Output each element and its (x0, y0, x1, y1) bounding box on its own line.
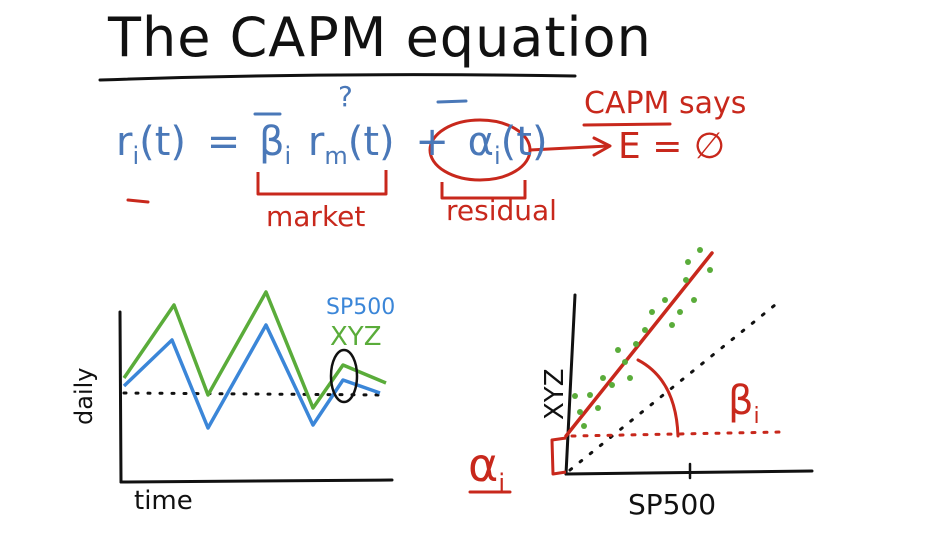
left-dotted-baseline (122, 391, 387, 397)
rm-argument: (t) (347, 119, 395, 165)
legend-sp500: SP500 (326, 295, 396, 320)
beta-subscript: i (284, 142, 292, 170)
right-y-axis (564, 293, 577, 476)
residual-bracket (440, 180, 527, 200)
legend-xyz: XYZ (330, 322, 382, 352)
scatter-point (683, 277, 689, 283)
beta-symbol: β (258, 119, 285, 165)
beta-i-label: βi (728, 378, 760, 429)
equation-row: ri(t) = βi rm(t) + αi(t) (116, 118, 548, 180)
beta-i-subscript: i (753, 404, 760, 429)
regression-line (564, 251, 714, 438)
xyz-series-line (122, 290, 387, 410)
beta-angle-arc (636, 358, 680, 438)
alpha-intercept-bracket (550, 436, 567, 476)
ri-symbol: r (116, 119, 133, 165)
expectation-zero-label: E = ∅ (618, 126, 726, 167)
scatter-point (572, 393, 578, 399)
ri-red-underline (126, 198, 150, 204)
alpha-subscript: i (493, 142, 501, 170)
sp500-series-line (122, 323, 381, 430)
scatter-point (677, 309, 683, 315)
alpha-i-subscript: i (498, 469, 505, 498)
title-underline (98, 73, 577, 82)
scatter-point (662, 297, 668, 303)
scatter-points (572, 247, 713, 429)
scatter-point (609, 382, 615, 388)
left-chart (118, 290, 394, 484)
right-dotted-diagonal (568, 303, 777, 472)
equals-sign: = (206, 119, 241, 165)
scatter-point (697, 247, 703, 253)
market-label: market (266, 200, 366, 233)
right-x-axis-label: SP500 (628, 488, 717, 521)
scatter-point (595, 405, 601, 411)
alpha-argument: (t) (500, 119, 548, 165)
left-x-axis-label: time (134, 486, 193, 516)
scatter-point (642, 327, 648, 333)
scatter-point (577, 409, 583, 415)
scatter-point (600, 375, 606, 381)
left-highlight-circle (329, 348, 359, 404)
capm-arrow (528, 144, 610, 152)
alpha-symbol: α (467, 119, 494, 165)
scatter-point (707, 267, 713, 273)
right-chart (550, 247, 814, 480)
ri-argument: (t) (139, 119, 187, 165)
market-bracket (256, 170, 388, 196)
right-red-dotted-horizontal (570, 430, 784, 438)
capm-underline (582, 122, 672, 127)
question-mark: ? (338, 80, 353, 113)
alpha-bar (436, 99, 468, 104)
left-y-axis-label: daily (70, 367, 98, 425)
rm-subscript: m (324, 142, 348, 170)
capm-arrow-head (592, 136, 612, 157)
page-title: The CAPM equation (108, 6, 652, 69)
scatter-point (669, 322, 675, 328)
scatter-point (685, 259, 691, 265)
scatter-point (649, 309, 655, 315)
ri-subscript: i (132, 142, 140, 170)
left-y-axis (118, 310, 123, 484)
right-y-axis-label: XYZ (540, 368, 570, 420)
scatter-point (587, 392, 593, 398)
capm-says-label: CAPM says (584, 86, 747, 121)
scatter-point (615, 347, 621, 353)
left-x-axis (119, 478, 394, 484)
plus-sign: + (415, 119, 449, 165)
scatter-point (633, 341, 639, 347)
alpha-i-label: αi (468, 438, 505, 497)
alpha-i-symbol: α (468, 438, 499, 492)
rm-symbol: r (307, 119, 325, 165)
scatter-point (622, 359, 628, 365)
scatter-point (627, 375, 633, 381)
scatter-point (691, 297, 697, 303)
residual-label: residual (446, 194, 557, 227)
scatter-point (581, 423, 587, 429)
beta-i-symbol: β (728, 378, 754, 424)
